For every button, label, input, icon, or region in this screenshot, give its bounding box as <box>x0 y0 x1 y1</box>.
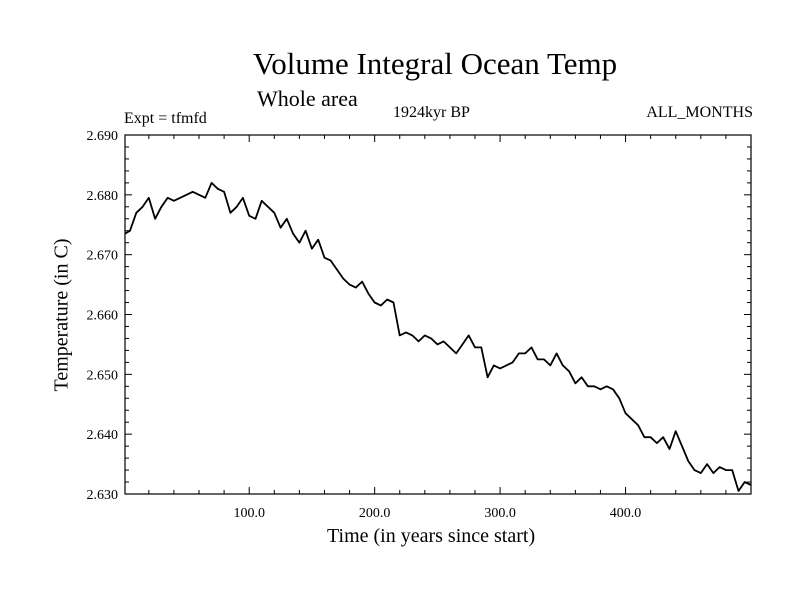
x-axis-label: Time (in years since start) <box>327 525 536 547</box>
x-tick-label: 400.0 <box>610 506 642 521</box>
period-label: 1924kyr BP <box>393 104 470 121</box>
chart-title: Volume Integral Ocean Temp <box>252 46 618 81</box>
x-tick-label: 300.0 <box>484 506 516 521</box>
y-tick-label: 2.670 <box>87 249 119 264</box>
y-tick-label: 2.660 <box>87 309 119 324</box>
experiment-label: Expt = tfmfd <box>124 110 207 127</box>
x-tick-label: 100.0 <box>233 506 265 521</box>
chart-subtitle: Whole area <box>257 86 358 111</box>
x-tick-label: 200.0 <box>359 506 391 521</box>
y-tick-label: 2.650 <box>87 368 119 383</box>
y-tick-label: 2.640 <box>87 428 119 443</box>
series-line <box>124 181 752 492</box>
y-tick-label: 2.680 <box>87 189 119 204</box>
y-tick-label: 2.690 <box>87 129 119 144</box>
y-tick-label: 2.630 <box>87 488 119 503</box>
months-label: ALL_MONTHS <box>646 104 753 121</box>
